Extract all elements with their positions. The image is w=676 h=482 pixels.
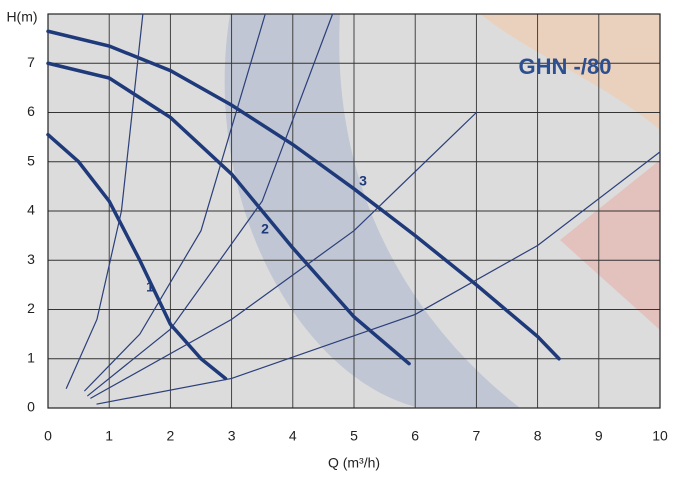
x-tick-label: 6	[411, 428, 419, 444]
y-tick-label: 2	[27, 300, 35, 316]
watermark	[480, 14, 660, 130]
x-tick-label: 4	[289, 428, 297, 444]
y-tick-label: 5	[27, 152, 35, 168]
y-tick-label: 3	[27, 251, 35, 267]
x-tick-label: 9	[595, 428, 603, 444]
x-tick-label: 1	[105, 428, 113, 444]
system-curve	[90, 111, 477, 399]
pump-curve	[46, 61, 411, 366]
x-axis-label: Q (m³/h)	[328, 455, 380, 471]
x-tick-label: 3	[228, 428, 236, 444]
curve-label: 2	[261, 221, 269, 237]
x-tick-label: 2	[167, 428, 175, 444]
pump-curve	[46, 29, 561, 361]
y-tick-label: 4	[27, 202, 35, 218]
system-curve	[84, 13, 266, 392]
x-tick-label: 5	[350, 428, 358, 444]
x-tick-label: 7	[473, 428, 481, 444]
x-tick-label: 10	[652, 428, 668, 444]
x-tick-label: 0	[44, 428, 52, 444]
y-axis-label: H(m)	[6, 9, 37, 25]
y-tick-label: 6	[27, 103, 35, 119]
x-tick-label: 8	[534, 428, 542, 444]
plot-border	[47, 13, 661, 409]
watermark	[560, 160, 660, 330]
system-curve	[65, 13, 144, 389]
system-curve	[96, 151, 661, 405]
y-tick-label: 0	[27, 399, 35, 415]
curve-label: 1	[146, 279, 154, 295]
model-label: GHN -/80	[519, 54, 612, 79]
y-tick-label: 1	[27, 349, 35, 365]
curve-label: 3	[359, 173, 367, 189]
pump-curve	[46, 132, 228, 381]
system-curve	[87, 13, 334, 397]
y-tick-label: 7	[27, 54, 35, 70]
